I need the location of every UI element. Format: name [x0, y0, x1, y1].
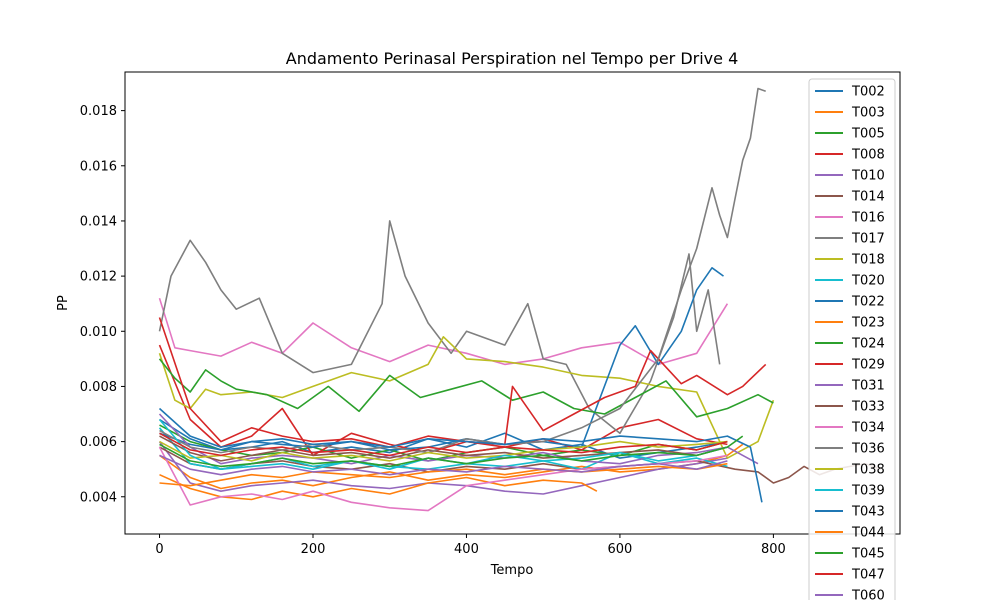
- x-tick-label: 600: [608, 542, 633, 557]
- y-tick-label: 0.018: [80, 104, 117, 119]
- legend-label-t022: T022: [851, 295, 885, 310]
- series-line-t033: [159, 435, 728, 462]
- legend-box: [808, 78, 896, 604]
- x-tick-label: 400: [454, 542, 479, 557]
- x-axis: 0 200 400 600 800: [155, 534, 786, 557]
- series-line-t045: [159, 435, 744, 468]
- legend-label-t034: T034: [851, 421, 885, 436]
- legend-label-t036: T036: [851, 442, 885, 457]
- legend: T002 T003 T005 T008 T010 T014 T016 T017 T018 T020…: [808, 78, 896, 604]
- legend-label-t047: T047: [851, 568, 885, 583]
- legend-label-t031: T031: [851, 379, 885, 394]
- legend-label-t018: T018: [851, 253, 885, 268]
- legend-label-t005: T005: [851, 127, 885, 142]
- y-tick-label: 0.010: [80, 325, 117, 340]
- series-line-t016: [158, 297, 729, 366]
- series-line-t036: [159, 87, 766, 454]
- y-tick-label: 0.012: [80, 270, 117, 285]
- legend-label-t023: T023: [851, 316, 885, 331]
- legend-label-t043: T043: [851, 505, 885, 520]
- plot-frame: [124, 71, 901, 535]
- series-line-t044: [159, 462, 728, 487]
- series-line-t018: [158, 335, 775, 459]
- legend-label-t033: T033: [851, 400, 885, 415]
- y-tick-label: 0.014: [80, 214, 117, 229]
- series-line-t060: [159, 454, 728, 476]
- series-line-t029: [158, 317, 767, 448]
- series-line-t047: [159, 432, 728, 457]
- y-tick-label: 0.004: [80, 490, 117, 505]
- y-axis-label: PP: [56, 295, 71, 311]
- x-tick-label: 200: [301, 542, 326, 557]
- y-tick-label: 0.006: [80, 435, 117, 450]
- y-tick-label: 0.016: [80, 159, 117, 174]
- x-tick-label: 800: [761, 542, 786, 557]
- y-axis: 0.004 0.006 0.008 0.010 0.012 0.014 0.016 0.018: [80, 104, 125, 505]
- legend-label-t029: T029: [851, 358, 885, 373]
- legend-label-t014: T014: [851, 190, 885, 205]
- legend-label-t017: T017: [851, 232, 885, 247]
- legend-label-t020: T020: [851, 274, 885, 289]
- series-line-t023: [159, 473, 598, 501]
- series-line-t038: [159, 440, 728, 462]
- x-axis-label: Tempo: [490, 563, 534, 578]
- series-line-t031: [158, 413, 759, 465]
- legend-label-t060: T060: [851, 589, 885, 601]
- series-line-t024: [158, 358, 774, 418]
- legend-label-t010: T010: [851, 169, 885, 184]
- legend-label-t024: T024: [851, 337, 885, 352]
- x-tick-label: 0: [155, 542, 163, 557]
- legend-label-t044: T044: [851, 526, 885, 541]
- y-tick-label: 0.008: [80, 380, 117, 395]
- legend-label-t008: T008: [851, 148, 885, 163]
- series-layer: [158, 87, 882, 512]
- series-line-t043: [158, 407, 763, 503]
- legend-label-t003: T003: [851, 106, 885, 121]
- legend-label-t002: T002: [851, 85, 885, 100]
- legend-label-t039: T039: [851, 484, 885, 499]
- legend-label-t045: T045: [851, 547, 885, 562]
- chart-title: Andamento Perinasal Perspiration nel Tem…: [286, 49, 739, 68]
- legend-label-t016: T016: [851, 211, 885, 226]
- legend-label-t038: T038: [851, 463, 885, 478]
